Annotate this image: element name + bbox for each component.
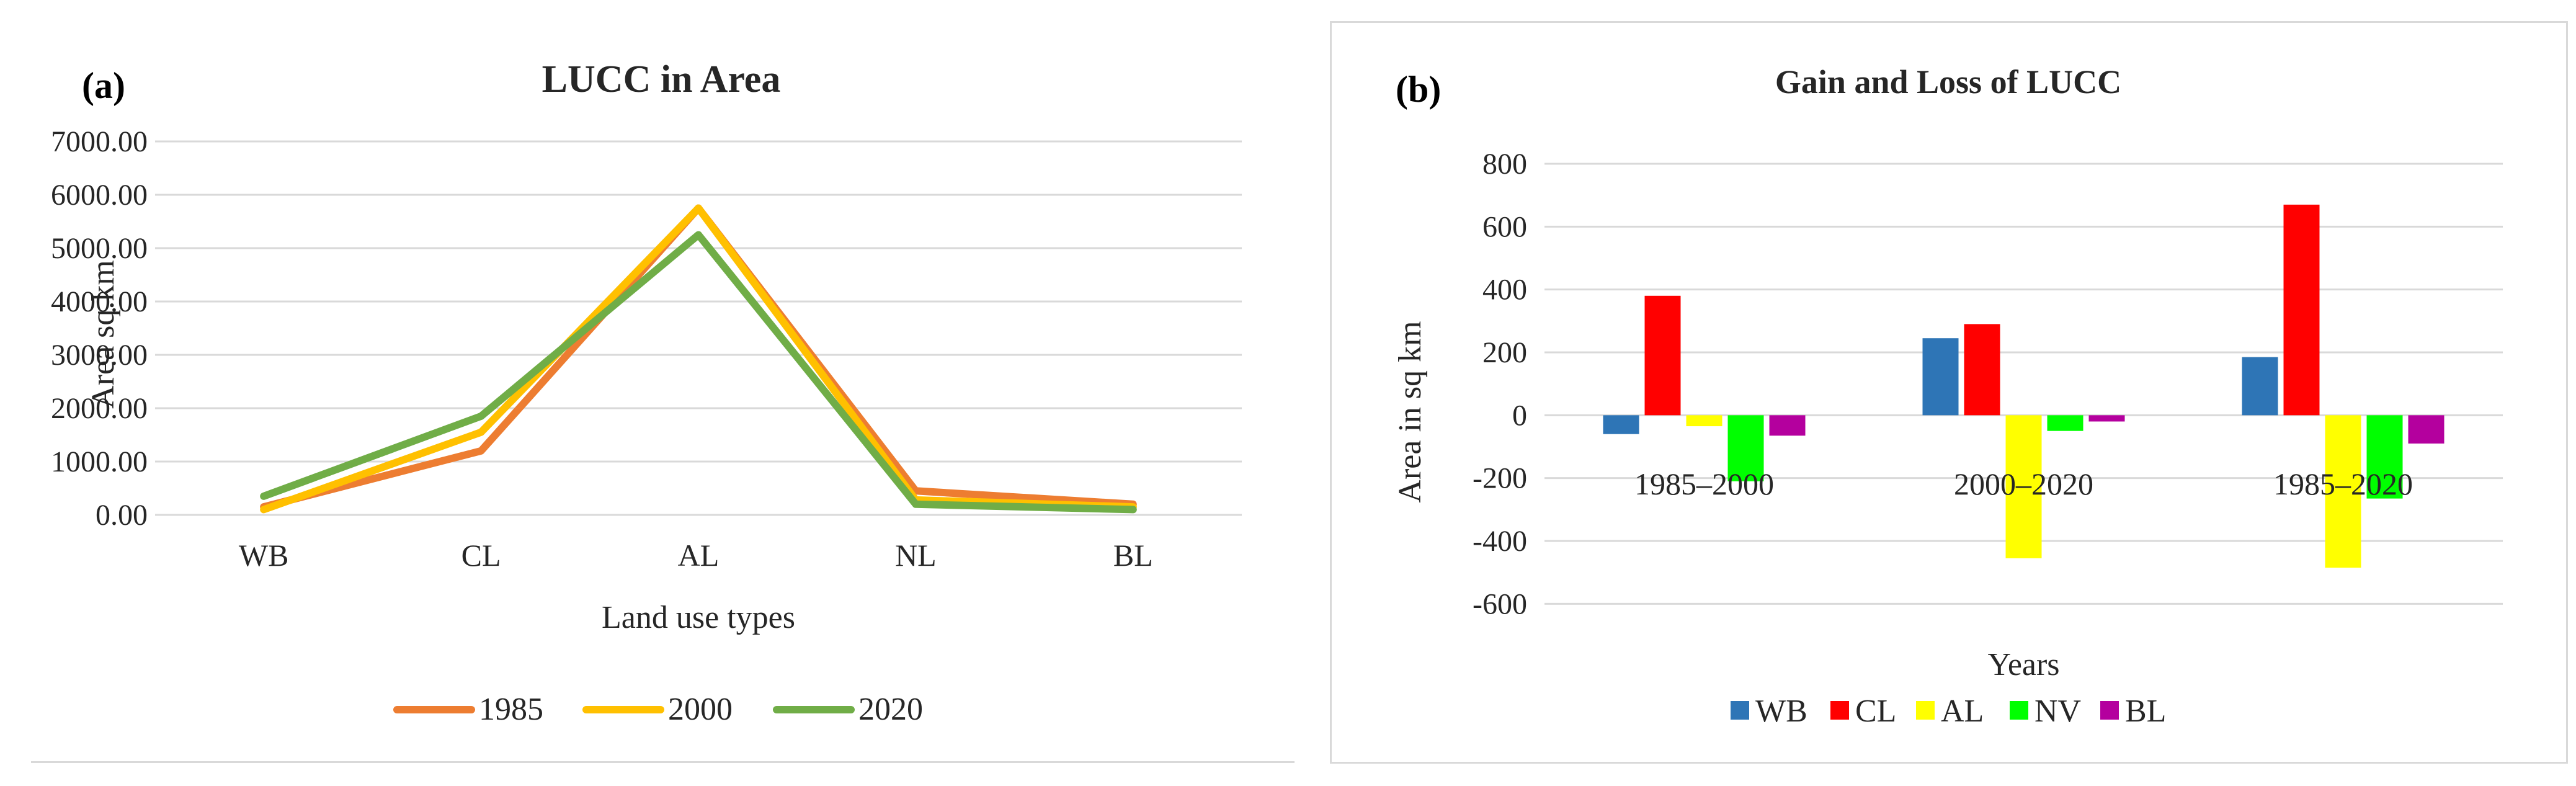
x-axis-label: Land use types [602,600,795,635]
y-tick-label: 800 [1482,148,1527,181]
legend-label-2020: 2020 [858,692,923,727]
panel-label-a: (a) [82,65,125,106]
bar-WB-0 [1603,415,1639,434]
gain-loss-bar-chart: Gain and Loss of LUCC -600 -400 -200 0 200 400… [1393,63,2503,729]
legend-swatch-WB [1731,701,1749,720]
y-tick-label: 0.00 [96,499,148,532]
legend-swatch-AL [1916,701,1935,720]
panel-label-b: (b) [1396,69,1442,110]
x-tick-label: AL [678,538,720,573]
bar-CL-1 [1964,324,2000,416]
y-tick-label: 400 [1482,274,1527,306]
x-tick-label: BL [1113,538,1153,573]
series-line-2000 [260,204,1137,514]
legend-swatch-NV [2010,701,2028,720]
chart-title: LUCC in Area [542,58,781,100]
bar-CL-2 [2283,204,2320,416]
bar-AL-1 [2005,415,2042,558]
x-tick-label: CL [461,538,501,573]
legend-label-AL: AL [1941,694,1984,729]
x-tick-label: 1985–2020 [2273,467,2413,501]
y-tick-label: -400 [1473,525,1527,558]
legend-swatch-CL [1830,701,1849,720]
lucc-area-line-chart: LUCC in Area 0.00 1000.00 2000.00 3000.00 400… [51,58,1242,727]
x-tick-label: WB [239,538,289,573]
y-axis-label: Area sq.km [86,260,121,409]
bar-NV-0 [1727,415,1764,481]
y-tick-label: 4000.00 [51,285,148,318]
bar-BL-1 [2088,415,2125,422]
bar-BL-0 [1769,415,1806,436]
y-axis-label: Area in sq km [1393,321,1428,502]
bar-BL-2 [2408,415,2445,444]
bar-CL-0 [1644,295,1681,416]
bar-AL-2 [2325,415,2361,568]
legend-label-BL: BL [2125,694,2166,729]
bar-WB-1 [1922,338,1959,416]
y-tick-label: 1000.00 [51,445,148,478]
y-tick-label: 5000.00 [51,232,148,265]
x-tick-label: 2000–2020 [1954,467,2093,501]
y-tick-label: 2000.00 [51,392,148,425]
legend-label-WB: WB [1755,694,1807,729]
legend-label-NV: NV [2035,694,2081,729]
bar-NV-2 [2366,415,2403,499]
y-tick-label: -200 [1473,462,1527,495]
legend-label-2000: 2000 [668,692,733,727]
legend-swatch-BL [2100,701,2119,720]
y-tick-label: 7000.00 [51,125,148,158]
bar-WB-2 [2242,357,2278,416]
y-tick-label: 3000.00 [51,339,148,372]
y-tick-label: 200 [1482,336,1527,369]
y-tick-label: 0 [1512,399,1527,432]
series-line-2020 [260,231,1137,514]
y-tick-label: 600 [1482,210,1527,243]
x-tick-label: 1985–2000 [1634,467,1774,501]
line-chart-panel [31,27,1295,763]
bar-AL-0 [1686,415,1723,427]
bar-NV-1 [2047,415,2084,431]
legend-label-CL: CL [1855,694,1896,729]
x-tick-label: NL [895,538,937,573]
y-tick-label: -600 [1473,587,1527,620]
chart-title: Gain and Loss of LUCC [1775,63,2121,100]
legend-label-1985: 1985 [479,692,543,727]
y-tick-label: 6000.00 [51,179,148,212]
x-axis-label: Years [1987,647,2059,682]
